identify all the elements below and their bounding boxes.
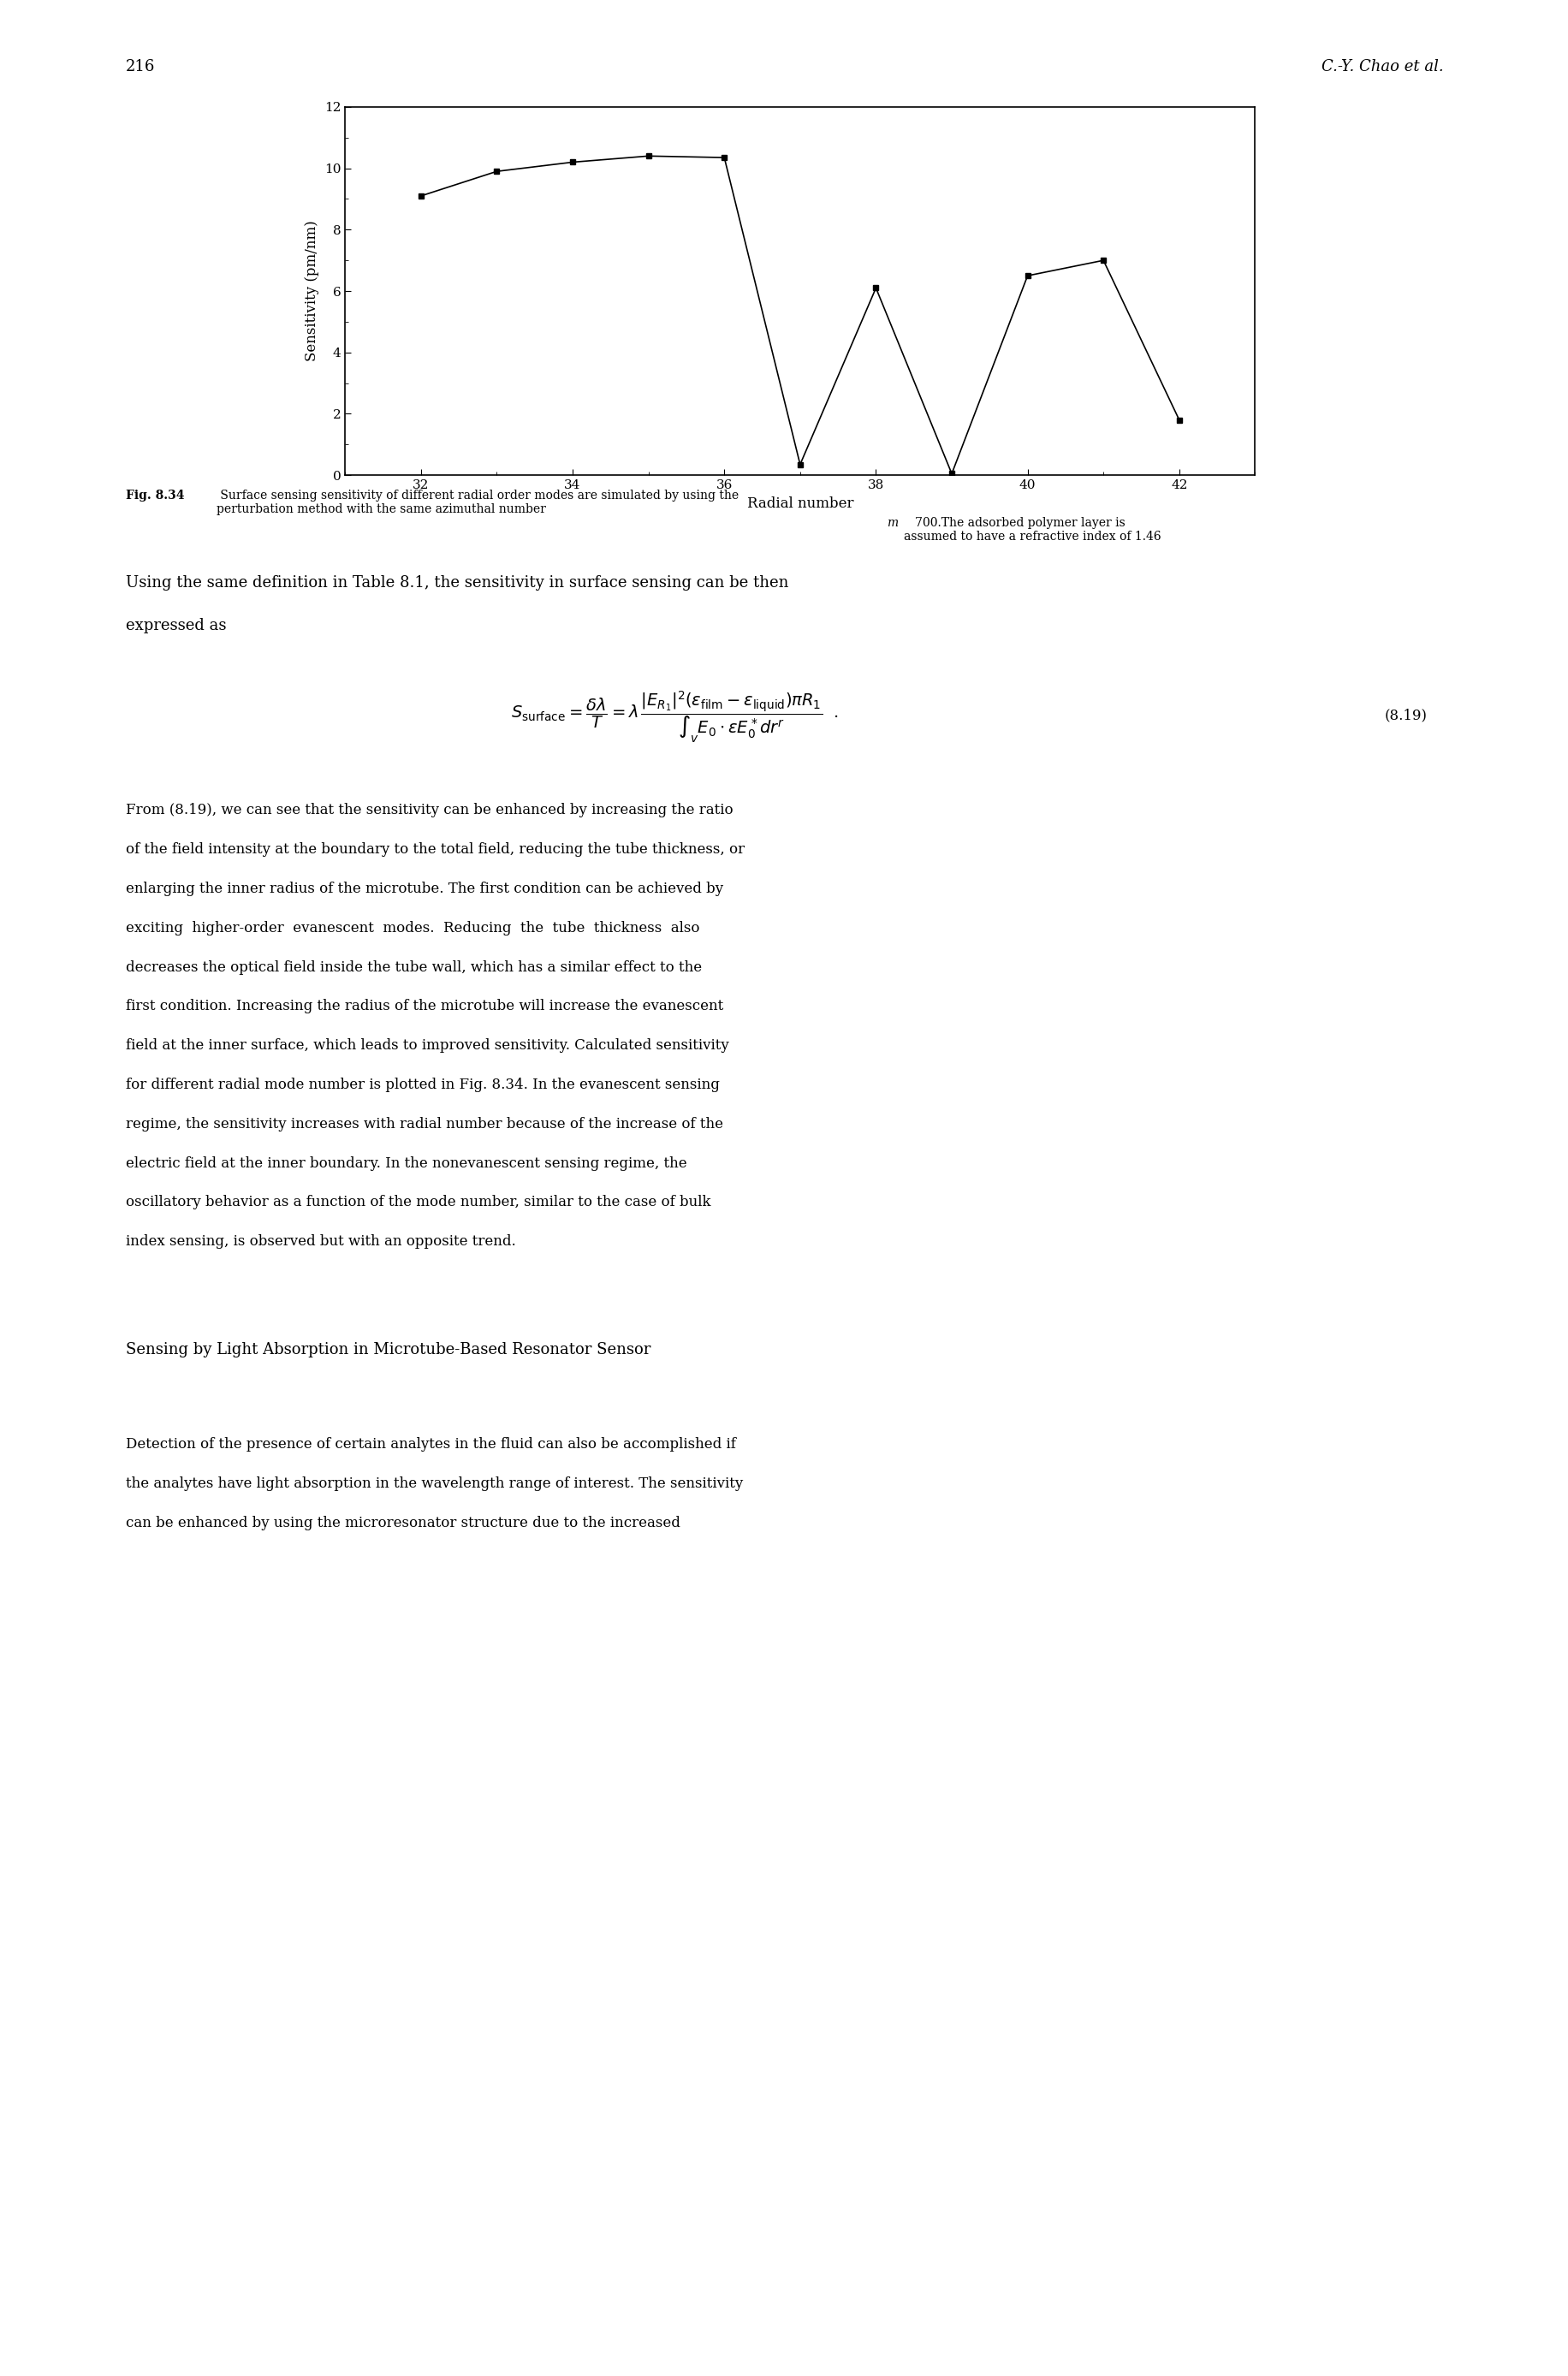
Text: decreases the optical field inside the tube wall, which has a similar effect to : decreases the optical field inside the t…: [125, 960, 701, 974]
Text: (8.19): (8.19): [1385, 708, 1427, 722]
Text: Fig. 8.34: Fig. 8.34: [125, 489, 183, 501]
Text: Surface sensing sensitivity of different radial order modes are simulated by usi: Surface sensing sensitivity of different…: [216, 489, 739, 516]
Text: Sensing by Light Absorption in Microtube-Based Resonator Sensor: Sensing by Light Absorption in Microtube…: [125, 1342, 651, 1357]
Text: electric field at the inner boundary. In the nonevanescent sensing regime, the: electric field at the inner boundary. In…: [125, 1157, 687, 1171]
Text: first condition. Increasing the radius of the microtube will increase the evanes: first condition. Increasing the radius o…: [125, 998, 723, 1015]
Text: $S_{\rm surface} = \dfrac{\delta\lambda}{T} = \lambda\,\dfrac{|E_{R_1}|^2(\varep: $S_{\rm surface} = \dfrac{\delta\lambda}…: [511, 689, 837, 744]
Text: for different radial mode number is plotted in Fig. 8.34. In the evanescent sens: for different radial mode number is plot…: [125, 1079, 720, 1093]
Text: enlarging the inner radius of the microtube. The first condition can be achieved: enlarging the inner radius of the microt…: [125, 881, 723, 896]
Text: of the field intensity at the boundary to the total field, reducing the tube thi: of the field intensity at the boundary t…: [125, 843, 745, 858]
Text: 700.The adsorbed polymer layer is
assumed to have a refractive index of 1.46: 700.The adsorbed polymer layer is assume…: [903, 516, 1160, 542]
Text: Using the same definition in Table 8.1, the sensitivity in surface sensing can b: Using the same definition in Table 8.1, …: [125, 575, 787, 589]
Text: From (8.19), we can see that the sensitivity can be enhanced by increasing the r: From (8.19), we can see that the sensiti…: [125, 803, 732, 817]
Text: can be enhanced by using the microresonator structure due to the increased: can be enhanced by using the microresona…: [125, 1516, 679, 1530]
Text: index sensing, is observed but with an opposite trend.: index sensing, is observed but with an o…: [125, 1236, 516, 1250]
Text: expressed as: expressed as: [125, 618, 226, 632]
Text: C.-Y. Chao et al.: C.-Y. Chao et al.: [1320, 59, 1443, 74]
Text: oscillatory behavior as a function of the mode number, similar to the case of bu: oscillatory behavior as a function of th…: [125, 1195, 710, 1209]
Text: field at the inner surface, which leads to improved sensitivity. Calculated sens: field at the inner surface, which leads …: [125, 1038, 728, 1053]
Text: the analytes have light absorption in the wavelength range of interest. The sens: the analytes have light absorption in th…: [125, 1475, 742, 1492]
Text: m: m: [886, 516, 897, 530]
Text: exciting  higher-order  evanescent  modes.  Reducing  the  tube  thickness  also: exciting higher-order evanescent modes. …: [125, 920, 699, 936]
Text: Detection of the presence of certain analytes in the fluid can also be accomplis: Detection of the presence of certain ana…: [125, 1437, 735, 1452]
Y-axis label: Sensitivity (pm/nm): Sensitivity (pm/nm): [304, 221, 320, 361]
Text: 216: 216: [125, 59, 155, 74]
X-axis label: Radial number: Radial number: [746, 497, 853, 511]
Text: regime, the sensitivity increases with radial number because of the increase of : regime, the sensitivity increases with r…: [125, 1117, 723, 1131]
